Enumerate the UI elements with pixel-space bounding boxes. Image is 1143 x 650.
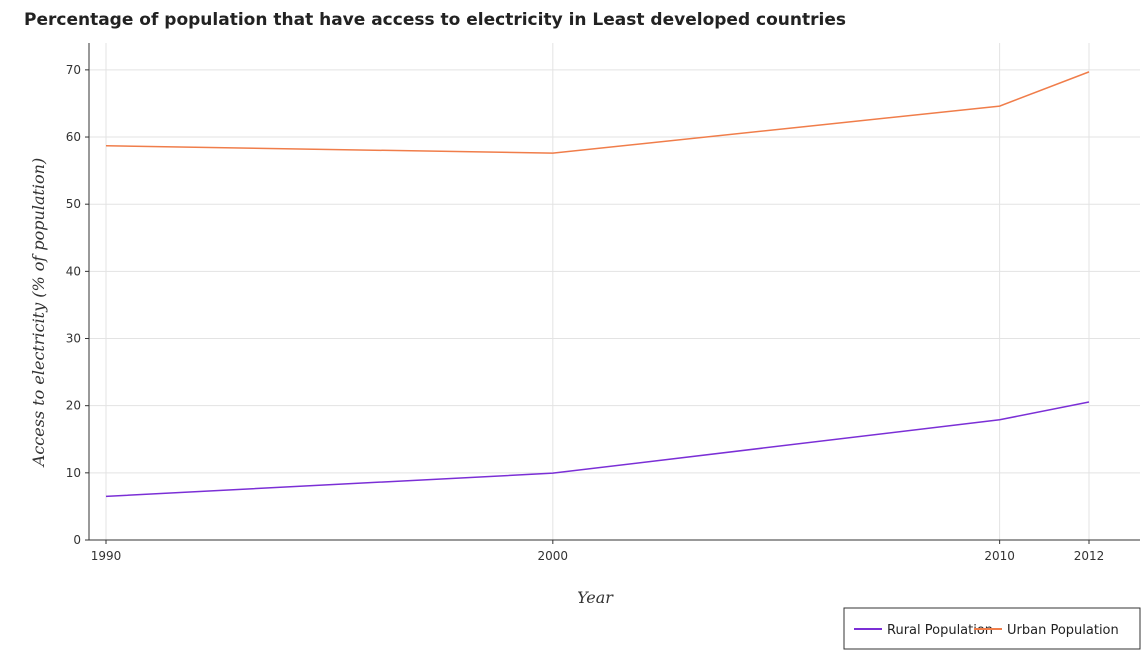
legend-label: Urban Population bbox=[1007, 623, 1119, 638]
y-tick-label: 50 bbox=[66, 197, 81, 211]
y-tick-label: 10 bbox=[66, 466, 81, 480]
series-lines bbox=[105, 71, 1090, 498]
x-tick-label: 2012 bbox=[1074, 549, 1105, 563]
y-tick-label: 30 bbox=[66, 332, 81, 346]
legend: Rural Population Urban Population bbox=[843, 607, 1141, 650]
legend-label: Rural Population bbox=[887, 623, 993, 638]
y-tick-label: 70 bbox=[66, 63, 81, 77]
x-ticks: 1990 2000 2010 2012 bbox=[91, 540, 1105, 563]
y-ticks: 0 10 20 30 40 50 60 70 bbox=[66, 63, 89, 547]
x-tick-label: 2010 bbox=[984, 549, 1015, 563]
x-tick-label: 1990 bbox=[91, 549, 122, 563]
series-line-urban-population bbox=[105, 71, 1090, 154]
axes bbox=[88, 43, 1140, 541]
x-axis-label: Year bbox=[577, 588, 614, 607]
chart-title: Percentage of population that have acces… bbox=[24, 10, 846, 30]
x-tick-label: 2000 bbox=[538, 549, 569, 563]
y-axis-label: Access to electricity (% of population) bbox=[29, 158, 48, 468]
y-tick-label: 0 bbox=[73, 533, 81, 547]
y-tick-label: 40 bbox=[66, 264, 81, 278]
y-tick-label: 20 bbox=[66, 399, 81, 413]
y-tick-label: 60 bbox=[66, 130, 81, 144]
series-line-rural-population bbox=[105, 401, 1090, 498]
grid bbox=[89, 43, 1140, 541]
